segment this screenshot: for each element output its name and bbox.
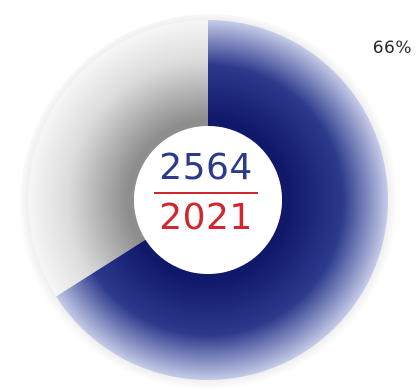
donut-slices (28, 20, 389, 381)
center-top-number: 2564 (159, 147, 253, 188)
center-label: 2564 2021 (131, 148, 281, 238)
donut-hole (134, 126, 282, 274)
center-divider (154, 192, 258, 194)
donut-slice-1 (56, 20, 389, 381)
center-bottom-number: 2021 (159, 197, 253, 238)
donut-slice-2 (28, 20, 208, 297)
slice-value-label: 66% (372, 38, 412, 58)
